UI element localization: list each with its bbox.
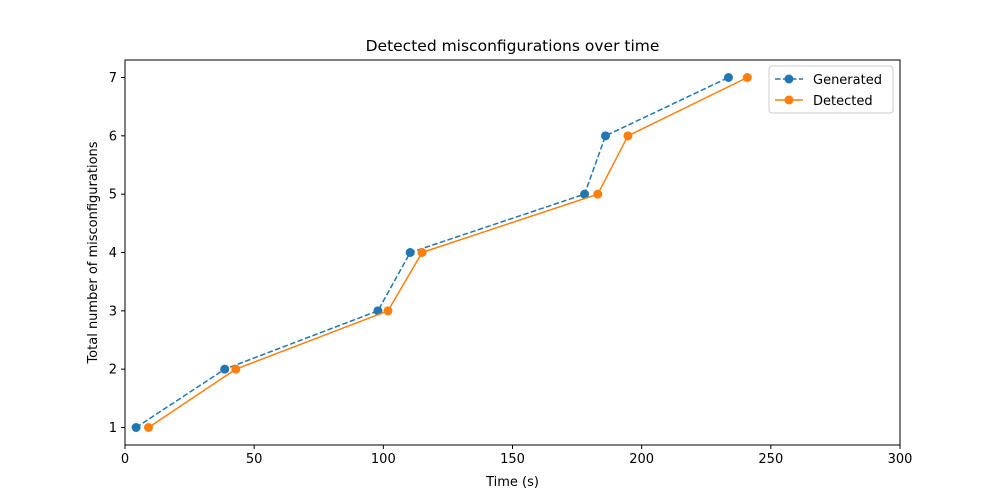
series-line-detected — [148, 76, 748, 429]
x-tick-label: 0 — [121, 452, 129, 467]
data-point-generated — [405, 248, 415, 257]
x-tick-label: 300 — [888, 452, 913, 467]
data-point-detected — [417, 248, 427, 257]
y-tick-label: 5 — [109, 188, 117, 203]
data-point-detected — [383, 306, 393, 316]
data-point-generated — [601, 131, 610, 141]
x-tick-label: 50 — [246, 452, 263, 467]
y-tick-label: 7 — [109, 71, 117, 86]
data-point-generated — [220, 364, 230, 374]
data-point-generated — [580, 189, 590, 199]
x-axis-label: Time (s) — [485, 475, 539, 490]
plot-area — [131, 73, 752, 432]
legend-label-detected: Detected — [813, 94, 873, 109]
y-tick-label: 6 — [109, 129, 117, 144]
y-tick-label: 4 — [109, 246, 117, 261]
x-tick-label: 250 — [758, 452, 783, 467]
data-point-generated — [723, 73, 733, 82]
x-tick-label: 200 — [629, 452, 654, 467]
x-tick-label: 150 — [500, 452, 525, 467]
y-axis: 1 2 3 4 5 6 7 — [109, 71, 125, 436]
y-axis-label: Total number of misconfigurations — [86, 141, 101, 364]
data-point-detected — [623, 131, 633, 141]
data-point-generated — [131, 423, 141, 432]
x-axis: 0 50 100 150 200 250 300 — [121, 445, 913, 467]
data-point-detected — [742, 73, 752, 82]
x-tick-label: 100 — [371, 452, 396, 467]
legend-marker-generated — [784, 74, 794, 84]
legend-marker-detected — [784, 95, 794, 105]
chart-title: Detected misconfigurations over time — [366, 37, 660, 55]
y-tick-label: 3 — [109, 304, 117, 319]
data-point-detected — [593, 189, 603, 199]
y-tick-label: 1 — [109, 421, 117, 436]
legend-box — [768, 65, 894, 114]
y-tick-label: 2 — [109, 363, 117, 378]
data-point-detected — [144, 423, 154, 432]
data-point-detected — [231, 364, 241, 374]
axes-frame — [124, 59, 901, 446]
legend: Generated Detected — [768, 65, 894, 114]
legend-label-generated: Generated — [813, 73, 882, 88]
